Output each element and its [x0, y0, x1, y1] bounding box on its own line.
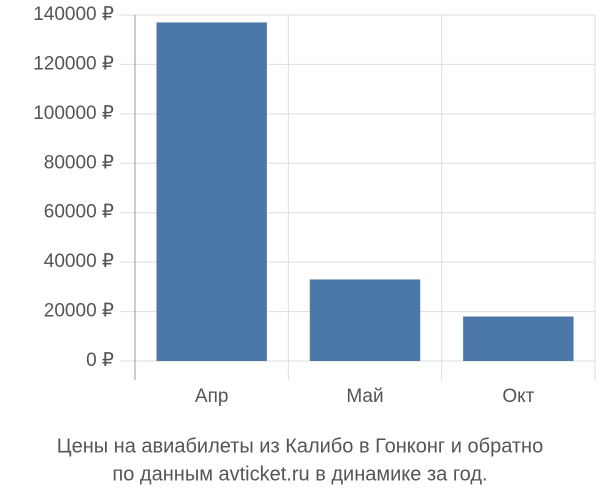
y-tick-label: 140000 ₽ [33, 4, 114, 25]
y-tick-label: 80000 ₽ [44, 152, 114, 173]
x-tick-label: Окт [502, 386, 534, 407]
x-tick-label: Апр [195, 386, 229, 407]
chart-title: Цены на авиабилеты из Калибо в Гонконг и… [57, 435, 543, 457]
bar [309, 279, 421, 361]
bar [156, 22, 267, 362]
y-tick-label: 60000 ₽ [44, 202, 114, 223]
y-tick-label: 100000 ₽ [33, 103, 114, 124]
y-tick-label: 40000 ₽ [44, 251, 114, 272]
y-tick-label: 20000 ₽ [44, 301, 114, 322]
chart-subtitle: по данным avticket.ru в динамике за год. [112, 463, 487, 485]
x-tick-label: Май [346, 386, 383, 407]
y-tick-label: 0 ₽ [86, 350, 114, 371]
y-tick-label: 120000 ₽ [33, 53, 114, 74]
bar [463, 316, 574, 361]
